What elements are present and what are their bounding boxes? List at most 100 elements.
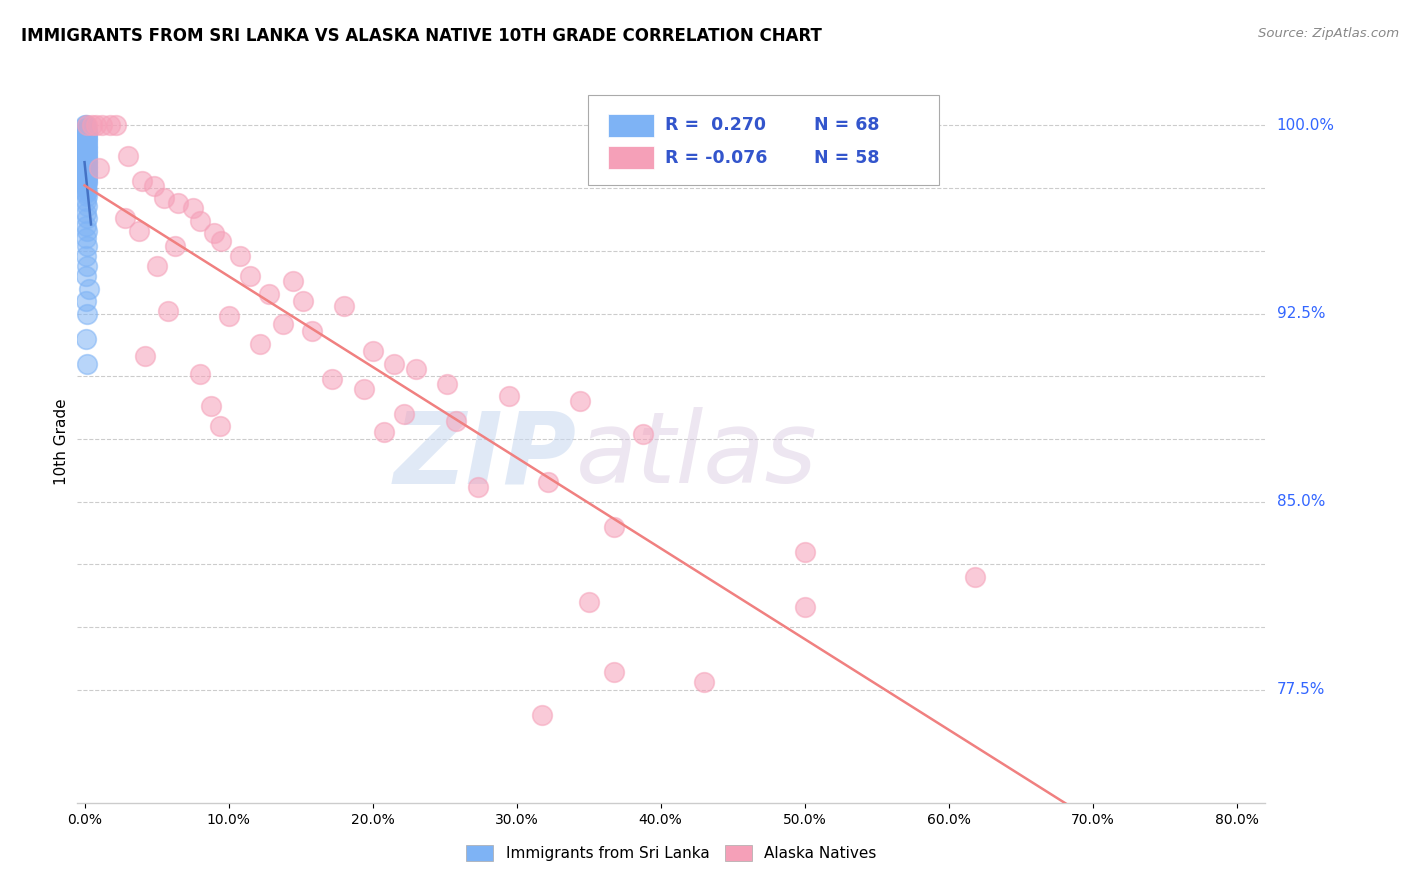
- Point: [75, 181, 97, 195]
- Point: [76, 161, 98, 175]
- Point: [76, 148, 98, 162]
- Point: [76, 259, 98, 273]
- Point: [76, 188, 98, 202]
- Point: [76, 141, 98, 155]
- Point: [145, 259, 167, 273]
- Point: [75, 119, 97, 133]
- Point: [361, 344, 384, 359]
- Point: [75, 136, 97, 150]
- Point: [76, 136, 98, 150]
- Point: [208, 419, 231, 434]
- Point: [75, 153, 97, 168]
- Point: [76, 176, 98, 190]
- Text: atlas: atlas: [576, 408, 818, 505]
- Point: [229, 249, 252, 263]
- Point: [76, 123, 98, 137]
- Point: [131, 174, 153, 188]
- Point: [76, 169, 98, 183]
- Bar: [609, 113, 654, 136]
- Point: [200, 400, 222, 414]
- Text: Source: ZipAtlas.com: Source: ZipAtlas.com: [1258, 27, 1399, 40]
- Point: [75, 166, 97, 180]
- Point: [76, 119, 98, 133]
- Point: [75, 131, 97, 145]
- Point: [157, 304, 180, 318]
- Point: [76, 126, 98, 140]
- Point: [75, 156, 97, 170]
- Point: [75, 146, 97, 161]
- Point: [75, 161, 97, 175]
- Text: 77.5%: 77.5%: [1277, 682, 1324, 698]
- Point: [75, 126, 97, 140]
- Point: [105, 119, 128, 133]
- Point: [76, 144, 98, 158]
- Point: [75, 128, 97, 143]
- Point: [76, 151, 98, 165]
- Point: [76, 163, 98, 178]
- Point: [353, 382, 375, 396]
- Point: [75, 163, 97, 178]
- Point: [75, 138, 97, 153]
- Point: [332, 299, 354, 313]
- Point: [633, 427, 655, 442]
- Point: [498, 389, 520, 403]
- Point: [76, 184, 98, 198]
- Point: [188, 213, 211, 227]
- Point: [128, 224, 150, 238]
- Point: [90, 119, 112, 133]
- Point: [76, 131, 98, 145]
- Point: [75, 120, 97, 135]
- Point: [76, 171, 98, 186]
- Point: [249, 336, 271, 351]
- Point: [75, 174, 97, 188]
- Text: 85.0%: 85.0%: [1277, 494, 1324, 509]
- Point: [75, 268, 97, 283]
- Point: [75, 293, 97, 308]
- Legend: Immigrants from Sri Lanka, Alaska Natives: Immigrants from Sri Lanka, Alaska Native…: [460, 839, 883, 867]
- Point: [77, 281, 100, 295]
- Point: [75, 332, 97, 346]
- Point: [75, 231, 97, 245]
- Point: [76, 224, 98, 238]
- Point: [75, 249, 97, 263]
- Point: [271, 317, 294, 331]
- Text: N = 68: N = 68: [814, 116, 879, 134]
- Point: [75, 186, 97, 201]
- Point: [117, 148, 139, 162]
- Point: [73, 119, 96, 133]
- FancyBboxPatch shape: [588, 95, 939, 185]
- Point: [257, 286, 280, 301]
- Point: [321, 372, 343, 386]
- Point: [382, 357, 405, 371]
- Point: [76, 166, 98, 180]
- Point: [283, 274, 305, 288]
- Point: [76, 134, 98, 148]
- Point: [292, 293, 315, 308]
- Point: [578, 595, 600, 609]
- Point: [75, 171, 97, 186]
- Bar: [609, 146, 654, 169]
- Point: [963, 570, 986, 584]
- Point: [75, 123, 97, 137]
- Point: [76, 128, 98, 143]
- Point: [603, 520, 626, 534]
- Point: [165, 239, 187, 253]
- Point: [75, 144, 97, 158]
- Point: [75, 178, 97, 193]
- Point: [181, 201, 204, 215]
- Point: [693, 675, 716, 690]
- Point: [75, 134, 97, 148]
- Point: [394, 407, 416, 421]
- Point: [436, 376, 458, 391]
- Point: [76, 159, 98, 173]
- Point: [100, 119, 122, 133]
- Point: [84, 119, 107, 133]
- Point: [114, 211, 136, 226]
- Point: [75, 169, 97, 183]
- Point: [75, 206, 97, 220]
- Point: [76, 307, 98, 321]
- Point: [75, 159, 97, 173]
- Point: [152, 191, 174, 205]
- Point: [75, 141, 97, 155]
- Text: N = 58: N = 58: [814, 149, 879, 167]
